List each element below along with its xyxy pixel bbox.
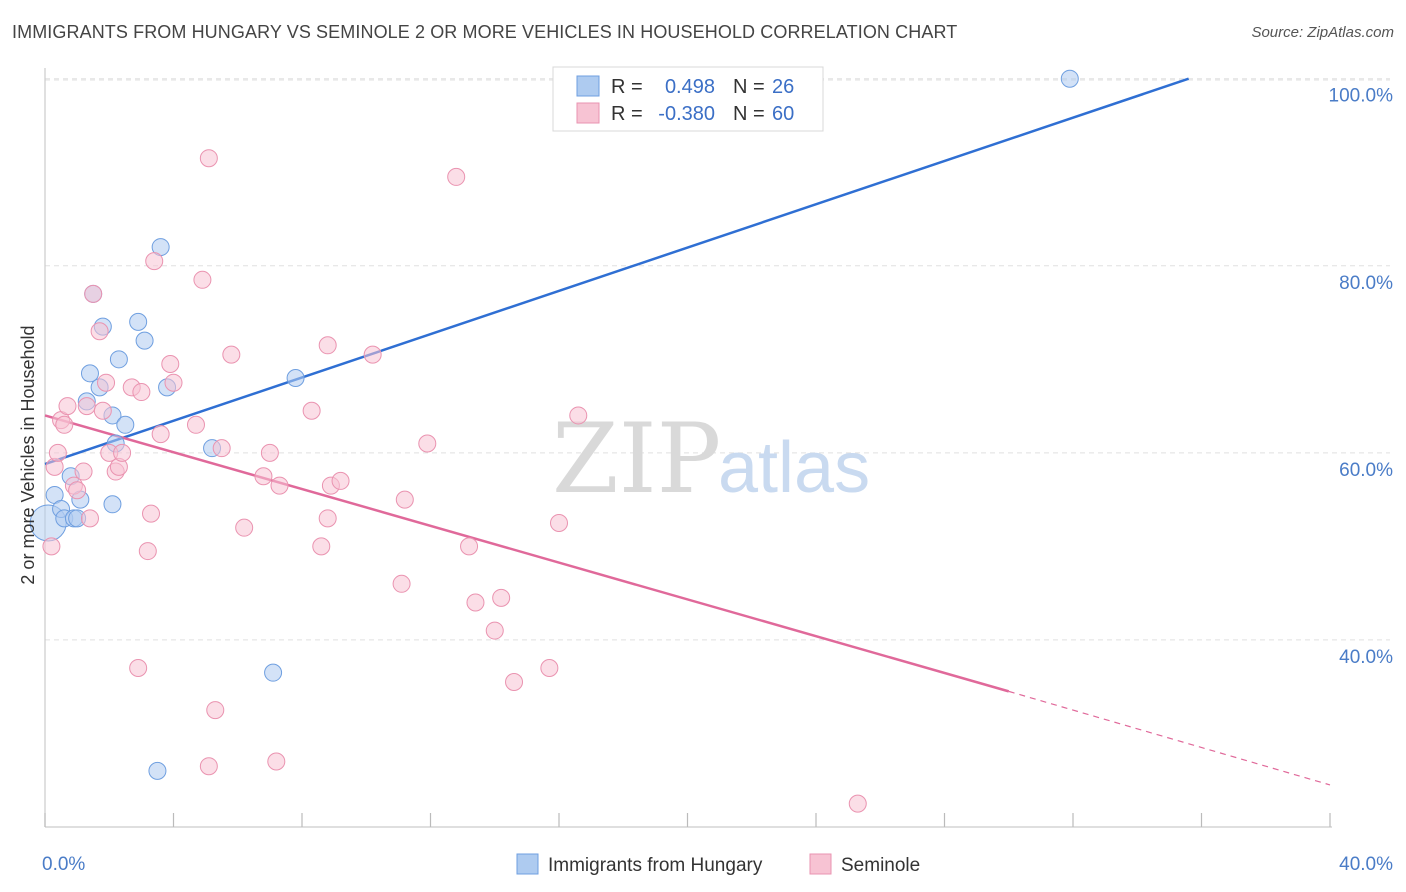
- chart-title: IMMIGRANTS FROM HUNGARY VS SEMINOLE 2 OR…: [12, 22, 958, 42]
- y-tick-label: 40.0%: [1339, 647, 1393, 668]
- y-tick-label: 100.0%: [1329, 86, 1394, 107]
- series-legend-label-seminole: Seminole: [841, 855, 920, 876]
- legend-n-value-hungary: 26: [772, 76, 794, 98]
- data-point-seminole: [331, 471, 350, 490]
- data-point-seminole: [302, 401, 321, 420]
- source-credit: Source: ZipAtlas.com: [1251, 24, 1394, 41]
- data-point-hungary: [116, 415, 135, 434]
- trend-line-seminole: [44, 414, 1010, 693]
- tick-labels: 40.0% 60.0% 80.0% 100.0% 0.0% 40.0%: [42, 86, 1393, 875]
- legend-swatch-hungary: [576, 75, 600, 97]
- data-point-seminole: [42, 537, 61, 556]
- data-point-seminole: [318, 509, 337, 528]
- data-point-hungary: [1060, 69, 1079, 88]
- data-point-seminole: [142, 504, 161, 523]
- axes: [44, 68, 1332, 828]
- data-point-seminole: [318, 336, 337, 355]
- legend-n-label-seminole: N =: [733, 103, 765, 125]
- data-point-seminole: [460, 537, 479, 556]
- data-point-seminole: [235, 518, 254, 537]
- legend-r-label-hungary: R =: [611, 76, 643, 98]
- data-point-seminole: [505, 673, 524, 692]
- x-tick-label-min: 0.0%: [42, 854, 85, 875]
- data-point-seminole: [312, 537, 331, 556]
- data-point-seminole: [466, 593, 485, 612]
- data-point-seminole: [80, 509, 99, 528]
- data-point-seminole: [267, 752, 286, 771]
- data-point-seminole: [222, 345, 241, 364]
- series-legend-label-hungary: Immigrants from Hungary: [548, 855, 763, 876]
- data-point-seminole: [145, 252, 164, 271]
- data-point-seminole: [129, 658, 148, 677]
- data-point-hungary: [80, 364, 99, 383]
- data-point-seminole: [186, 415, 205, 434]
- data-point-seminole: [199, 757, 218, 776]
- data-point-seminole: [193, 270, 212, 289]
- series-legend-swatch-hungary: [516, 853, 539, 875]
- data-point-seminole: [199, 149, 218, 168]
- legend-r-value-hungary: 0.498: [665, 76, 715, 98]
- y-axis-label: 2 or more Vehicles in Household: [18, 325, 38, 584]
- data-point-seminole: [138, 542, 157, 561]
- data-point-seminole: [93, 401, 112, 420]
- legend-swatch-seminole: [576, 102, 600, 124]
- data-points: [29, 69, 1079, 813]
- legend: R = 0.498 N = 26 R = -0.380 N = 60: [552, 66, 824, 132]
- trend-line-hungary: [44, 77, 1190, 466]
- data-point-seminole: [90, 322, 109, 341]
- data-point-hungary: [264, 663, 283, 682]
- series-legend-swatch-seminole: [809, 853, 832, 875]
- data-point-hungary: [148, 761, 167, 780]
- data-point-seminole: [392, 574, 411, 593]
- data-point-seminole: [74, 462, 93, 481]
- gridlines: [45, 78, 1390, 641]
- y-tick-label: 80.0%: [1339, 273, 1393, 294]
- data-point-hungary: [129, 312, 148, 331]
- data-point-seminole: [254, 467, 273, 486]
- data-point-seminole: [395, 490, 414, 509]
- data-point-seminole: [418, 434, 437, 453]
- legend-n-label-hungary: N =: [733, 76, 765, 98]
- data-point-seminole: [55, 415, 74, 434]
- data-point-seminole: [540, 658, 559, 677]
- data-point-seminole: [84, 284, 103, 303]
- data-point-seminole: [97, 373, 116, 392]
- data-point-seminole: [132, 383, 151, 402]
- legend-r-label-seminole: R =: [611, 103, 643, 125]
- series-legend: Immigrants from Hungary Seminole: [516, 853, 920, 876]
- data-point-seminole: [212, 439, 231, 458]
- data-point-seminole: [569, 406, 588, 425]
- data-point-hungary: [109, 350, 128, 369]
- data-point-seminole: [485, 621, 504, 640]
- data-point-seminole: [58, 397, 77, 416]
- data-point-seminole: [363, 345, 382, 364]
- watermark-atlas: atlas: [718, 428, 870, 508]
- legend-n-value-seminole: 60: [772, 103, 794, 125]
- data-point-seminole: [151, 425, 170, 444]
- legend-r-value-seminole: -0.380: [658, 103, 715, 125]
- data-point-seminole: [206, 701, 225, 720]
- trend-line-seminole-extension: [1008, 690, 1331, 786]
- trend-lines: [44, 77, 1331, 786]
- data-point-seminole: [492, 588, 511, 607]
- data-point-hungary: [286, 369, 305, 388]
- data-point-seminole: [161, 354, 180, 373]
- data-point-seminole: [113, 443, 132, 462]
- data-point-seminole: [260, 443, 279, 462]
- data-point-seminole: [77, 397, 96, 416]
- data-point-seminole: [447, 167, 466, 186]
- x-tick-label-max: 40.0%: [1339, 854, 1393, 875]
- data-point-seminole: [270, 476, 289, 495]
- data-point-hungary: [103, 495, 122, 514]
- data-point-seminole: [164, 373, 183, 392]
- data-point-seminole: [848, 794, 867, 813]
- watermark: ZIP atlas: [552, 403, 870, 515]
- y-tick-label: 60.0%: [1339, 460, 1393, 481]
- data-point-seminole: [68, 481, 87, 500]
- data-point-seminole: [48, 443, 67, 462]
- data-point-hungary: [135, 331, 154, 350]
- data-point-seminole: [550, 514, 568, 533]
